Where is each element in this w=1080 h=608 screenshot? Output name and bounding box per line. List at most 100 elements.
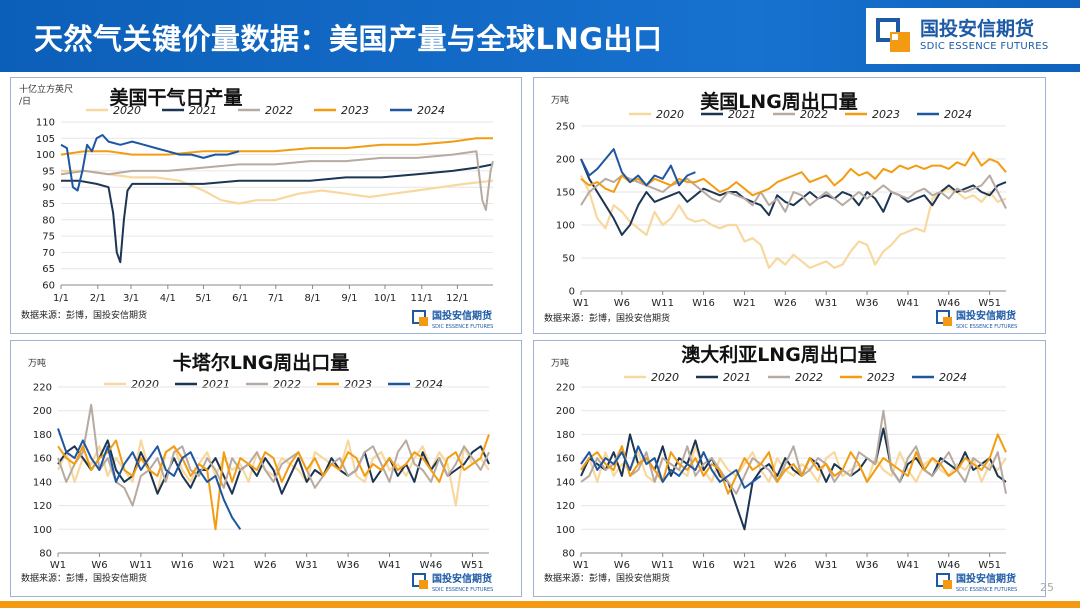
legend-label-2023: 2023	[872, 108, 900, 121]
series-line-2021	[57, 439, 490, 495]
series-line-2022	[580, 409, 1007, 495]
series-line-2022	[57, 403, 490, 507]
panel-logo-en: SDIC ESSENCE FUTURES	[956, 587, 1017, 593]
panel-logo: 国投安信期货 SDIC ESSENCE FUTURES	[412, 572, 493, 593]
y-tick-label: 100	[556, 525, 575, 536]
x-tick-label: W21	[733, 560, 756, 571]
legend-label-2021: 2021	[723, 371, 751, 384]
legend-label-2024: 2024	[939, 371, 967, 384]
x-tick-label: W16	[692, 298, 715, 309]
y-tick-label: 110	[36, 118, 55, 129]
chart-svg: 卡塔尔LNG周出口量 万吨 2020 2021 2022 2023 2024 80 100 120…	[21, 351, 493, 593]
y-axis-label: 万吨	[551, 357, 569, 369]
series-line-2020	[580, 445, 1007, 483]
source-note: 数据来源：彭博，国投安信期货	[544, 312, 670, 324]
y-tick-label: 200	[33, 406, 52, 417]
y-tick-label: 70	[42, 248, 55, 259]
series-line-2022	[580, 174, 1007, 213]
panel-logo-accent-icon	[943, 580, 952, 589]
x-tick-label: W6	[614, 298, 630, 309]
y-axis-label: 十亿立方英尺/日	[19, 83, 73, 107]
legend-label-2020: 2020	[651, 371, 679, 384]
x-tick-label: W46	[420, 560, 443, 571]
y-tick-label: 100	[556, 221, 575, 232]
y-tick-label: 80	[562, 549, 575, 560]
x-tick-label: W31	[295, 560, 318, 571]
series-line-2021	[580, 427, 1007, 531]
y-tick-label: 150	[556, 188, 575, 199]
y-tick-label: 80	[39, 549, 52, 560]
y-tick-label: 100	[36, 150, 55, 161]
x-tick-label: W36	[337, 560, 360, 571]
y-tick-label: 140	[33, 477, 52, 488]
page-title: 天然气关键价量数据：美国产量与全球LNG出口	[34, 22, 663, 56]
y-tick-label: 0	[569, 287, 575, 298]
panel-logo-cn: 国投安信期货	[956, 309, 1016, 322]
y-tick-label: 60	[42, 281, 55, 292]
panel-logo-cn: 国投安信期货	[432, 572, 492, 585]
x-tick-label: W6	[614, 560, 630, 571]
x-tick-label: W11	[651, 560, 674, 571]
x-tick-label: 2/1	[90, 293, 106, 304]
y-tick-label: 160	[556, 454, 575, 465]
chart-title: 美国干气日产量	[109, 86, 242, 109]
series-line-2024	[580, 148, 696, 187]
x-tick-label: 3/1	[123, 293, 139, 304]
panel-logo-accent-icon	[419, 580, 428, 589]
legend-label-2022: 2022	[273, 378, 301, 391]
y-tick-label: 95	[42, 166, 55, 177]
series-line-2023	[580, 433, 1007, 495]
legend-label-2023: 2023	[341, 104, 369, 117]
legend-label-2022: 2022	[800, 108, 828, 121]
panel-logo: 国投安信期货 SDIC ESSENCE FUTURES	[412, 309, 493, 330]
series-line-2024	[57, 428, 242, 530]
legend-label-2023: 2023	[344, 378, 372, 391]
x-tick-label: W31	[815, 298, 838, 309]
logo-text-en: SDIC ESSENCE FUTURES	[920, 41, 1049, 52]
series-line-2023	[60, 137, 493, 156]
x-tick-label: W36	[856, 560, 879, 571]
y-axis-label: 万吨	[28, 357, 46, 369]
x-tick-label: 7/1	[268, 293, 284, 304]
x-tick-label: W46	[937, 560, 960, 571]
panel-logo-cn: 国投安信期货	[432, 309, 492, 322]
x-tick-label: W51	[461, 560, 484, 571]
y-tick-label: 85	[42, 199, 55, 210]
x-tick-label: W1	[50, 560, 66, 571]
y-tick-label: 75	[42, 232, 55, 243]
bottom-accent-bar	[0, 601, 1080, 608]
y-tick-label: 105	[36, 134, 55, 145]
panel-logo: 国投安信期货 SDIC ESSENCE FUTURES	[936, 572, 1017, 593]
x-tick-label: 8/1	[305, 293, 321, 304]
x-tick-label: W1	[573, 560, 589, 571]
x-tick-label: 1/1	[53, 293, 69, 304]
panel-logo-accent-icon	[419, 317, 428, 326]
x-tick-label: 10/1	[374, 293, 396, 304]
y-tick-label: 200	[556, 406, 575, 417]
x-tick-label: W46	[937, 298, 960, 309]
x-tick-label: W26	[774, 298, 797, 309]
x-tick-label: W41	[378, 560, 401, 571]
x-tick-label: W1	[573, 298, 589, 309]
logo-text-cn: 国投安信期货	[920, 18, 1035, 40]
panel-logo-accent-icon	[943, 317, 952, 326]
x-tick-label: W51	[978, 298, 1001, 309]
chart-title: 卡塔尔LNG周出口量	[173, 351, 350, 374]
legend-label-2021: 2021	[202, 378, 230, 391]
panel-logo-cn: 国投安信期货	[956, 572, 1016, 585]
legend-label-2021: 2021	[189, 104, 217, 117]
x-tick-label: W11	[651, 298, 674, 309]
series-line-2022	[60, 150, 494, 211]
y-tick-label: 140	[556, 477, 575, 488]
chart-title: 美国LNG周出口量	[700, 90, 858, 113]
source-note: 数据来源：彭博，国投安信期货	[21, 309, 147, 321]
logo-mark-icon	[876, 18, 910, 52]
x-tick-label: W26	[254, 560, 277, 571]
source-note: 数据来源：彭博，国投安信期货	[544, 572, 670, 584]
y-tick-label: 65	[42, 264, 55, 275]
y-tick-label: 80	[42, 215, 55, 226]
series-line-2021	[580, 158, 1007, 236]
y-tick-label: 50	[562, 254, 575, 265]
legend-label-2020: 2020	[131, 378, 159, 391]
